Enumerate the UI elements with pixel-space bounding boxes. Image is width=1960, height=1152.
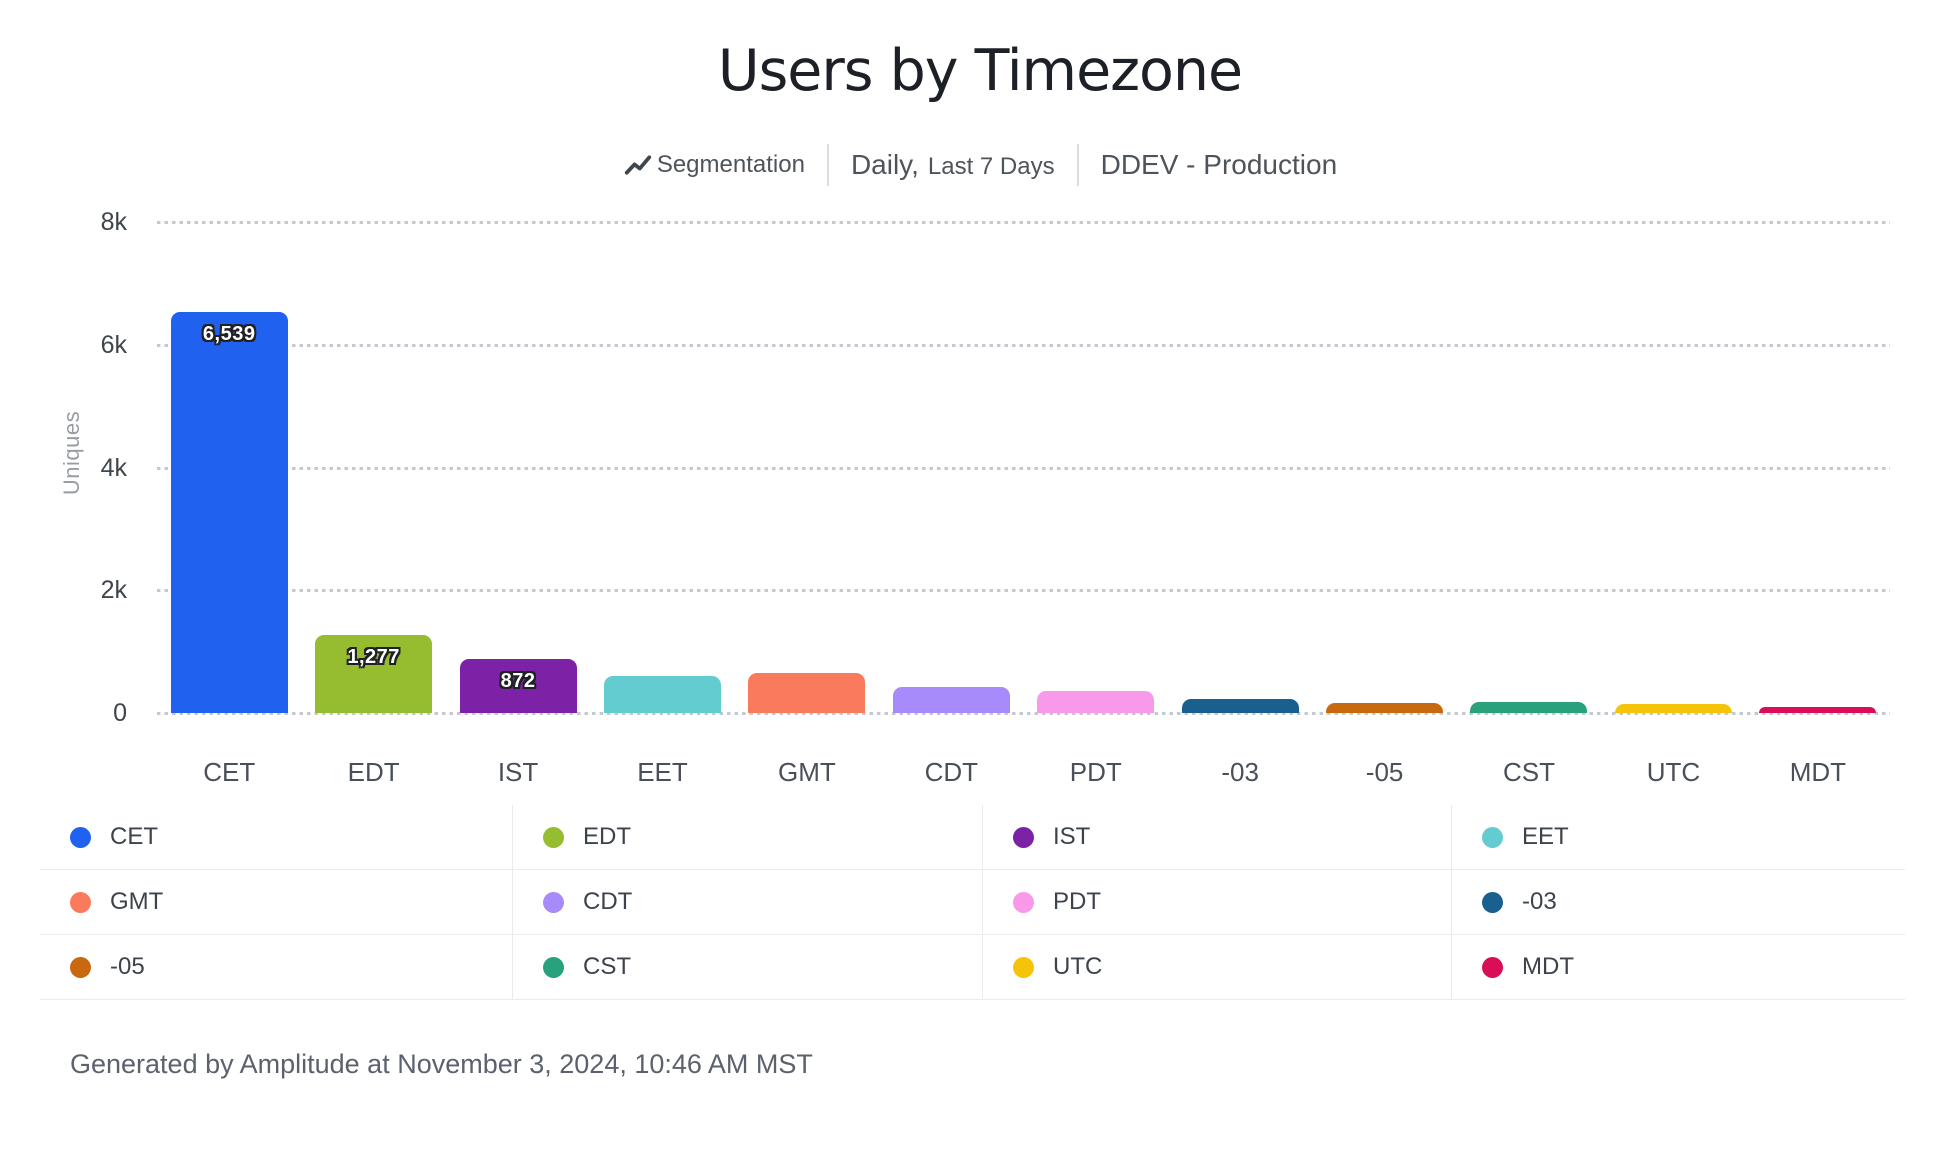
legend-color-dot [543,956,564,978]
x-tick-label-UTC: UTC [1646,757,1701,787]
legend-item-EDT[interactable]: EDT [513,805,983,870]
gridline [157,466,1890,470]
chart-title: Users by Timezone [717,38,1243,104]
legend-color-dot [70,891,91,913]
bar-EET[interactable] [603,676,721,713]
legend-item-label: EET [1522,823,1569,850]
legend-item-GMT[interactable]: GMT [40,870,513,935]
bar-value-label: 1,277 [347,645,400,668]
legend-item--03[interactable]: -03 [1452,870,1905,935]
legend-color-dot [1013,826,1034,848]
bar-PDT[interactable] [1037,690,1155,713]
subtitle-divider [826,144,829,186]
y-axis-title: Uniques [59,410,84,496]
x-tick-label-PDT: PDT [1069,757,1122,787]
x-tick-label-EDT: EDT [347,757,400,787]
bar-CST[interactable] [1470,701,1588,713]
x-tick-label-IST: IST [497,757,539,787]
x-tick-label--03: -03 [1221,757,1259,787]
legend-color-dot [1013,891,1034,913]
legend-color-dot [1482,826,1503,848]
legend-item-label: -03 [1522,888,1557,915]
legend-item-UTC[interactable]: UTC [983,935,1452,1000]
legend-item-MDT[interactable]: MDT [1452,935,1905,1000]
bars-layer: 6,539 1,277 872 [157,222,1890,713]
y-tick-label: 8k [100,208,127,236]
subtitle-divider [1076,144,1079,186]
subtitle-project: DDEV - Production [1100,149,1338,180]
legend-item-label: GMT [110,888,164,915]
y-tick-label: 6k [100,330,127,359]
y-tick-label: 2k [100,576,127,605]
segmentation-icon [624,155,651,175]
bar-CDT[interactable] [892,687,1010,713]
legend-color-dot [1482,956,1503,978]
bar-value-label: 6,539 [202,322,256,345]
x-tick-label-CST: CST [1503,757,1555,787]
legend-item-label: MDT [1522,953,1574,980]
legend-color-dot [543,826,564,848]
bar-CET[interactable]: 6,539 [170,311,288,713]
subtitle-period-interval: Daily, [850,149,919,180]
legend-item-CET[interactable]: CET [40,805,513,870]
legend-item-EET[interactable]: EET [1452,805,1905,870]
gridline [157,589,1890,593]
legend-item-label: PDT [1053,888,1101,915]
x-tick-label--05: -05 [1365,757,1404,787]
bar-value-label: 872 [500,670,536,693]
legend-color-dot [1013,956,1034,978]
x-tick-label-EET: EET [637,757,688,787]
legend-color-dot [70,826,91,848]
bar-EDT[interactable]: 1,277 [315,634,433,713]
legend-item-label: CET [110,823,158,850]
legend-item-label: CDT [583,888,633,915]
legend-item-CST[interactable]: CST [513,935,983,1000]
bar--05[interactable] [1325,702,1443,713]
subtitle-period-range: Last 7 Days [927,153,1055,180]
legend-item-label: -05 [110,953,145,980]
gridline [157,712,1890,715]
bar--03[interactable] [1181,698,1299,713]
subtitle-period: Daily, Last 7 Days [851,149,1055,181]
legend-color-dot [1482,891,1503,913]
legend-item--05[interactable]: -05 [40,935,513,1000]
bar-GMT[interactable] [748,673,866,713]
legend: CET EDT IST EET GMT CDT PDT -03 -05 CST UTC MDT [40,805,1905,1000]
gridline [157,343,1890,347]
bar-IST[interactable]: 872 [459,659,577,713]
subtitle-chart-type: Segmentation [623,151,805,179]
legend-item-label: IST [1053,823,1091,850]
y-tick-label: 0 [113,699,127,727]
x-tick-label-CDT: CDT [924,757,979,787]
legend-color-dot [70,956,91,978]
bar-UTC[interactable] [1614,703,1732,713]
x-tick-label-MDT: MDT [1789,757,1847,787]
y-tick-label: 4k [100,453,127,482]
gridline [157,221,1890,224]
footer-text: Generated by Amplitude at November 3, 20… [70,1049,813,1079]
chart-subtitle: Segmentation Daily, Last 7 Days DDEV - P… [0,140,1960,190]
legend-item-label: UTC [1053,953,1103,980]
x-tick-label-CET: CET [203,757,256,787]
legend-item-PDT[interactable]: PDT [983,870,1452,935]
bar-MDT[interactable] [1759,706,1877,713]
subtitle-chart-type-label: Segmentation [656,151,805,178]
x-axis-labels: CET EDT IST EET GMT CDT PDT -03 -05 CST UTC MDT [157,757,1890,788]
x-tick-label-GMT: GMT [778,757,836,787]
legend-item-label: CST [583,953,631,980]
legend-item-label: EDT [583,823,631,850]
legend-color-dot [543,891,564,913]
legend-item-IST[interactable]: IST [983,805,1452,870]
legend-item-CDT[interactable]: CDT [513,870,983,935]
